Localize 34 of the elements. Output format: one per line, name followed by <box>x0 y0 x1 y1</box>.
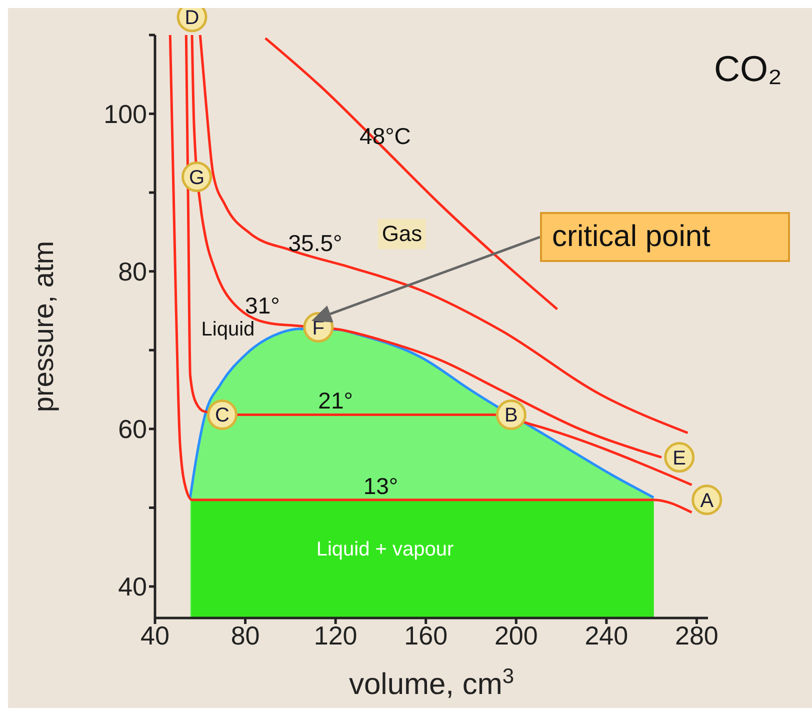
x-tick-label: 160 <box>404 620 448 650</box>
annotation: E <box>672 447 686 470</box>
x-tick-label: 40 <box>140 620 170 650</box>
annotation: F <box>312 317 325 340</box>
circle-badge: E <box>664 442 695 473</box>
x-axis-title: volume, cm$^{3}$ <box>348 664 514 701</box>
y-tick-label: 80 <box>118 256 147 287</box>
x-tick-label: 80 <box>230 620 260 650</box>
annotation: critical point <box>540 212 790 262</box>
x-tick-label: 120 <box>314 620 358 650</box>
annotation: B <box>504 404 518 427</box>
annotation: D <box>184 7 200 29</box>
annotation: 31° <box>245 292 280 318</box>
circle-badge: G <box>182 162 212 192</box>
annotation: Gas <box>378 219 426 249</box>
x-tick-label: 280 <box>675 620 718 650</box>
annotation: A <box>700 490 714 512</box>
circle-badge: A <box>692 484 722 516</box>
annotation: Liquid <box>201 318 255 342</box>
annotation: 35.5° <box>288 230 342 256</box>
annotation: 13° <box>363 472 398 499</box>
x-tick-label: 240 <box>584 620 628 650</box>
circle-badge: D <box>176 8 208 32</box>
annotation: G <box>188 166 205 189</box>
y-tick-label: 60 <box>118 414 147 444</box>
y-axis-title: pressure, atm <box>28 240 59 412</box>
text: CO₂ <box>714 48 782 90</box>
annotation: C <box>215 404 230 427</box>
annotation: Liquid + vapour <box>316 538 454 562</box>
y-tick-label: 100 <box>104 99 147 130</box>
x-tick-label: 200 <box>494 620 538 650</box>
annotation: 21° <box>318 388 353 414</box>
circle-badge: B <box>496 400 526 430</box>
y-tick-label: 40 <box>118 572 147 602</box>
